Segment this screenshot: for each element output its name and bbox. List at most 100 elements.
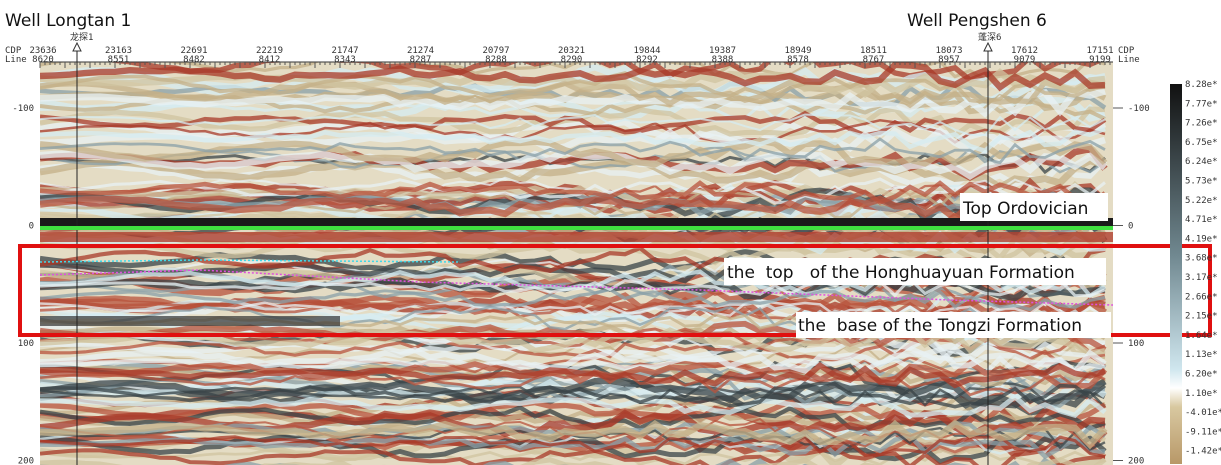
honghuayuan-horizon (39, 259, 461, 263)
well-symbol (72, 41, 993, 52)
colorbar-label: -9.11e* (1185, 427, 1221, 437)
axis-row-label: CDP (1118, 46, 1135, 56)
amplitude-band (40, 393, 1107, 419)
amplitude-band (40, 361, 1106, 389)
amplitude-band (40, 245, 1106, 281)
cdp-label: 8343 (334, 55, 356, 65)
axis-row-label: CDP (5, 46, 22, 56)
colorbar-label: 6.24e* (1185, 157, 1218, 167)
cdp-label: 19387 (709, 46, 736, 56)
cdp-label: 23163 (105, 46, 132, 56)
cdp-label: 21274 (407, 46, 434, 56)
colorbar-label: 1.13e* (1185, 350, 1218, 360)
cdp-label: 8957 (938, 55, 960, 65)
red-reflector (40, 232, 1113, 242)
y-tick-label: 100 (1128, 339, 1144, 349)
cdp-label: 22691 (180, 46, 207, 56)
well-marker: 龙探1 (70, 31, 93, 43)
cdp-label: 18073 (935, 46, 962, 56)
cdp-label: 17612 (1011, 46, 1038, 56)
cdp-label: 23636 (29, 46, 56, 56)
amplitude-band (40, 137, 1106, 165)
colorbar-label: 5.73e* (1185, 177, 1218, 187)
cdp-label: 19844 (633, 46, 660, 56)
y-tick-label: -100 (1128, 104, 1150, 114)
axis-row-label: Line (5, 55, 27, 65)
y-tick-label: 0 (29, 222, 34, 232)
colorbar-label: 1.64e* (1185, 331, 1218, 341)
y-tick-label: 0 (1128, 222, 1133, 232)
colorbar-label: 7.77e* (1185, 99, 1218, 109)
amplitude-band (40, 192, 1108, 223)
dark-reflector (40, 316, 340, 326)
amplitude-band (40, 180, 1107, 208)
axis-row-label: Line (1118, 55, 1140, 65)
well-name: Well Pengshen 6 (907, 11, 1047, 31)
well-name: Well Longtan 1 (5, 11, 131, 31)
cdp-label: 8551 (108, 55, 130, 65)
colorbar-label: 6.20e* (1185, 370, 1218, 380)
cdp-label: 8767 (863, 55, 885, 65)
cdp-label: 17151 (1086, 46, 1113, 56)
tongzi-horizon (39, 269, 1114, 306)
amplitude-band (40, 156, 1107, 192)
colorbar-label: 2.66e* (1185, 292, 1218, 302)
colorbar-label: 8.28e* (1185, 80, 1218, 90)
cdp-label: 8578 (787, 55, 809, 65)
cdp-label: 8412 (259, 55, 281, 65)
cdp-label: 20321 (558, 46, 585, 56)
y-tick-label: 200 (1128, 457, 1144, 465)
amplitude-band (40, 87, 1106, 118)
amplitude-band (40, 404, 1106, 433)
amplitude-band (40, 377, 1107, 409)
amplitude-band (40, 62, 1106, 92)
cdp-label: 22219 (256, 46, 283, 56)
amplitude-band (40, 97, 1106, 123)
amplitude-band (40, 326, 1106, 356)
colorbar-label: 4.19e* (1185, 234, 1218, 244)
colorbar-label: 7.26e* (1185, 119, 1218, 129)
amplitude-band (40, 277, 1106, 298)
well-marker: 蓬深6 (978, 31, 1001, 43)
highlight-box (18, 244, 1212, 337)
amplitude-band (40, 78, 1106, 109)
cdp-label: 18949 (784, 46, 811, 56)
amplitude-band (40, 355, 1106, 377)
cdp-label: 8290 (561, 55, 583, 65)
amplitude-band (40, 447, 1106, 465)
annotation: the top of the Honghuayuan Formation (727, 263, 1075, 283)
colorbar-label: -1.42e* (1185, 447, 1221, 457)
amplitude-band (40, 188, 1106, 223)
label-box (796, 312, 1111, 338)
cdp-label: 8482 (183, 55, 205, 65)
cdp-label: 9079 (1014, 55, 1036, 65)
cdp-label: 8288 (485, 55, 507, 65)
amplitude-band (40, 113, 1106, 137)
colorbar-label: 3.17e* (1185, 273, 1218, 283)
y-tick-label: 200 (18, 457, 34, 465)
cdp-label: 8287 (410, 55, 432, 65)
y-tick-label: 100 (18, 339, 34, 349)
amplitude-band (40, 126, 1106, 154)
amplitude-band (40, 381, 1107, 409)
amplitude-band (40, 287, 1106, 312)
amplitude-band (40, 320, 1107, 353)
colorbar (1170, 84, 1182, 464)
annotation: the base of the Tongzi Formation (798, 316, 1082, 336)
cdp-label: 8292 (636, 55, 658, 65)
colorbar-label: 5.22e* (1185, 196, 1218, 206)
black-reflector (40, 218, 1113, 226)
cdp-label: 21747 (331, 46, 358, 56)
amplitude-bands (40, 62, 1113, 465)
colorbar-label: -4.01e* (1185, 408, 1221, 418)
cdp-label: 18511 (860, 46, 887, 56)
colorbar-label: 2.15e* (1185, 312, 1218, 322)
amplitude-band (40, 346, 1107, 377)
amplitude-band (40, 419, 1108, 450)
y-tick-label: -100 (12, 104, 34, 114)
label-box (724, 258, 1106, 285)
label-box (960, 193, 1108, 221)
annotation: Top Ordovician (962, 199, 1088, 219)
colorbar-label: 4.71e* (1185, 215, 1218, 225)
